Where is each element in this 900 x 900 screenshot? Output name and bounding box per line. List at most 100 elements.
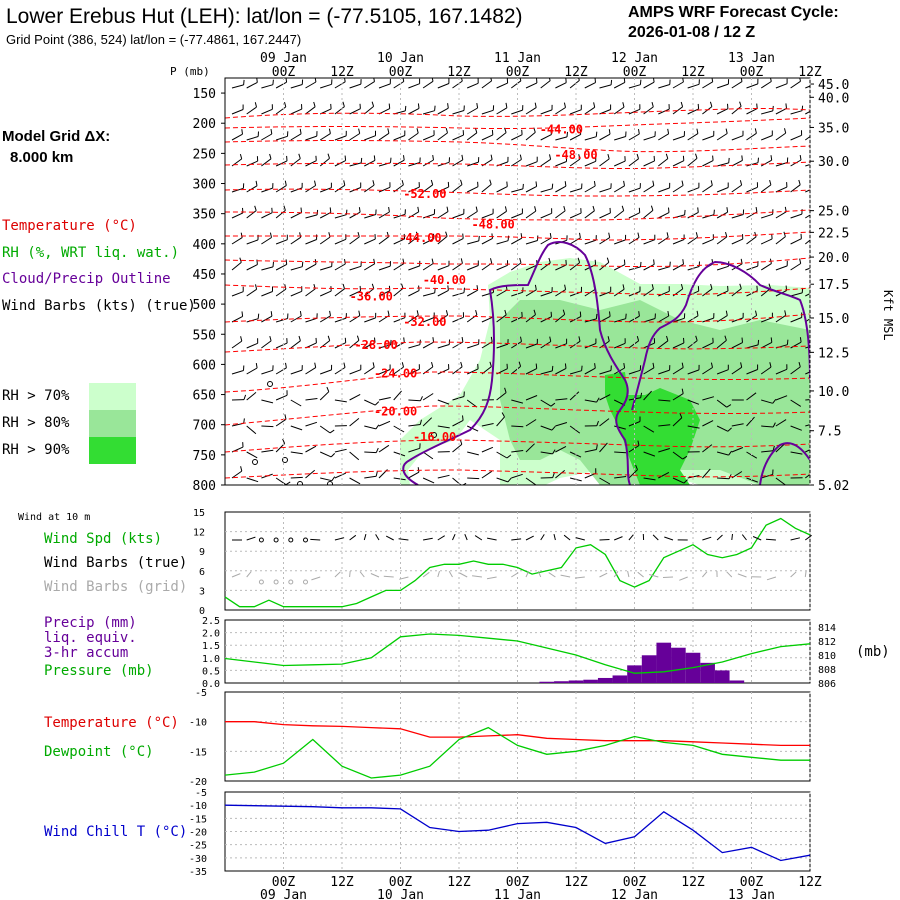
wind-barb-flag xyxy=(653,259,655,265)
wind-barb-staff xyxy=(408,290,420,297)
rh-legend-80-swatch xyxy=(89,410,136,437)
wind-barb-flag xyxy=(680,283,684,290)
wind-barb-staff xyxy=(378,83,391,89)
wind-barb-staff xyxy=(628,158,639,167)
wind-barb-staff xyxy=(584,399,597,403)
wind-barb-staff xyxy=(349,340,360,349)
wind-barb-staff xyxy=(290,315,302,323)
wind-barb-staff xyxy=(349,265,362,271)
wind-barb-flag xyxy=(564,284,567,290)
wind-barb-staff xyxy=(805,346,810,349)
wind-barb-staff xyxy=(672,239,685,245)
wind-barb-staff xyxy=(422,341,434,349)
calm-wind-circle xyxy=(288,537,294,543)
wind-barb-flag xyxy=(534,284,537,290)
forecast-cycle-title: AMPS WRF Forecast Cycle: xyxy=(628,4,839,21)
wind-barb-staff xyxy=(555,264,567,271)
date-label-bottom: 09 Jan xyxy=(260,888,307,900)
wind-barb-flag xyxy=(285,362,287,368)
wind-barb-staff xyxy=(702,444,713,453)
wind-barb-staff xyxy=(466,211,478,219)
wind-barb-staff xyxy=(584,449,597,453)
wind-barb-flag xyxy=(387,310,390,316)
wind-barb-staff xyxy=(275,263,287,271)
legend-wind-speed: Wind Spd (kts) xyxy=(44,531,162,547)
wind-barb-flag xyxy=(814,310,815,315)
time-label-top: 12Z xyxy=(564,65,588,80)
wind-barb-staff xyxy=(643,425,655,433)
pressure-tick-label: 350 xyxy=(193,208,216,223)
wind-barb-flag xyxy=(578,336,581,342)
wind-barb-flag xyxy=(285,481,291,485)
wind-barb-staff xyxy=(702,184,713,193)
wind-barb-staff xyxy=(467,477,480,480)
wind-barb-staff xyxy=(231,340,243,349)
wind-barb-flag xyxy=(419,419,422,425)
wind-barb-staff xyxy=(613,185,625,193)
wind-barb-flag xyxy=(416,310,419,316)
wind-barb-flag xyxy=(240,336,243,342)
wind-barb-staff xyxy=(569,316,582,323)
wind-barb-staff xyxy=(320,369,332,375)
height-axis-title: Kft MSL xyxy=(881,290,895,341)
time-label-bottom: 12Z xyxy=(330,875,354,890)
wind-barb-staff xyxy=(422,417,433,427)
wind-barb-flag xyxy=(298,153,301,159)
wind-barb-flag xyxy=(740,258,743,264)
wind-barb-staff xyxy=(746,477,758,483)
pressure-tick-label: 650 xyxy=(193,389,216,404)
y-tick-label: -35 xyxy=(189,867,207,878)
wind-barb-staff xyxy=(511,237,523,245)
wind-barb-staff xyxy=(290,84,303,89)
surface-wind-barb-grid xyxy=(231,573,241,578)
wind-barb-staff xyxy=(790,263,801,271)
wind-barb-staff xyxy=(658,399,671,402)
time-label-bottom: 12Z xyxy=(564,875,588,890)
time-label-top: 12Z xyxy=(330,65,354,80)
precip-bar xyxy=(729,680,745,683)
wind-barb-staff xyxy=(731,106,742,115)
surface-wind-barb xyxy=(652,534,659,541)
wind-barb-flag xyxy=(505,102,508,108)
wind-barb-staff xyxy=(378,344,391,349)
wind-barb-flag xyxy=(461,154,464,160)
wind-barb-flag xyxy=(725,128,728,134)
wind-barb-staff xyxy=(555,107,566,115)
time-label-bottom: 00Z xyxy=(506,875,530,890)
wind-barb-flag xyxy=(360,157,363,163)
wind-barb-flag xyxy=(534,102,537,108)
wind-barb-staff xyxy=(775,83,788,89)
wind-barb-flag xyxy=(518,361,522,367)
calm-wind-circle xyxy=(252,459,258,465)
wind-barb-flag xyxy=(446,206,449,212)
legend-wind-barbs-true: Wind Barbs (true) xyxy=(44,555,187,571)
wind-barb-staff xyxy=(467,343,479,349)
wind-barb-staff xyxy=(422,451,434,460)
wind-barb-staff xyxy=(437,474,450,479)
wind-barb-staff xyxy=(731,81,743,89)
height-tick-label: 45.0 xyxy=(818,78,849,93)
wind-barb-staff xyxy=(496,343,509,349)
wind-barb-staff xyxy=(261,399,274,404)
pressure-tick-label: 400 xyxy=(193,238,216,253)
wind-barb-staff xyxy=(290,399,302,407)
surface-wind-barb-grid xyxy=(574,576,585,579)
wind-barb-flag xyxy=(815,103,816,108)
wind-barb-staff xyxy=(525,161,538,167)
wind-barb-staff xyxy=(599,133,611,141)
surface-wind-barb xyxy=(614,536,623,541)
wind-barb-staff xyxy=(408,399,421,402)
y-tick-label: -15 xyxy=(189,814,207,825)
temperature-contour xyxy=(225,209,810,221)
time-label-top: 00Z xyxy=(623,65,647,80)
wind-barb-staff xyxy=(761,213,773,219)
wind-barb-staff xyxy=(657,158,669,167)
wind-barb-staff xyxy=(422,263,434,271)
wind-barb-staff xyxy=(481,237,493,245)
wind-barb-staff xyxy=(702,420,714,427)
windchill-panel: Wind Chill T (°C) -5 -10 -15 -20 -25 -30 -35 xyxy=(44,788,811,878)
wind-barb-staff xyxy=(540,212,552,219)
wind-barb-staff xyxy=(481,134,494,141)
wind-barb-staff xyxy=(334,106,345,115)
wind-barb-flag xyxy=(327,153,330,159)
